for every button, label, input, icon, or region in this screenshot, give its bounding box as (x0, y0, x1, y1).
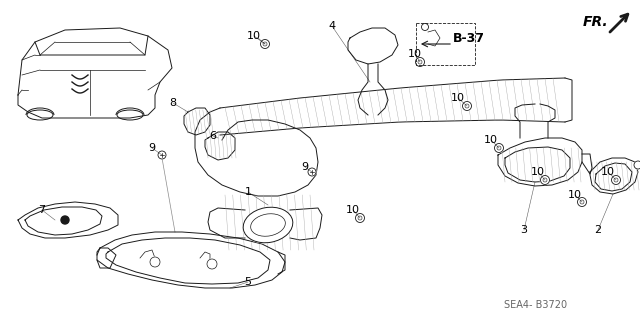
Text: B-37: B-37 (453, 32, 485, 44)
Circle shape (611, 175, 621, 184)
Text: 8: 8 (170, 98, 177, 108)
Ellipse shape (243, 207, 293, 243)
Text: 1: 1 (244, 187, 252, 197)
Circle shape (634, 161, 640, 169)
Circle shape (260, 40, 269, 48)
Text: 10: 10 (601, 167, 615, 177)
Text: 10: 10 (408, 49, 422, 59)
Text: 9: 9 (301, 162, 308, 172)
Circle shape (422, 24, 429, 31)
Text: 2: 2 (595, 225, 602, 235)
Text: 10: 10 (531, 167, 545, 177)
Circle shape (150, 257, 160, 267)
Circle shape (541, 175, 550, 184)
Circle shape (463, 101, 472, 110)
Text: 10: 10 (346, 205, 360, 215)
Text: 10: 10 (568, 190, 582, 200)
Circle shape (415, 57, 424, 66)
Circle shape (355, 213, 365, 222)
Text: FR.: FR. (583, 15, 609, 29)
Text: 10: 10 (484, 135, 498, 145)
Circle shape (308, 168, 316, 176)
Text: 3: 3 (520, 225, 527, 235)
Text: 6: 6 (209, 131, 216, 141)
Text: 7: 7 (38, 205, 45, 215)
Circle shape (158, 151, 166, 159)
Text: 9: 9 (148, 143, 156, 153)
Text: SEA4- B3720: SEA4- B3720 (504, 300, 568, 310)
Text: 5: 5 (244, 277, 252, 287)
Text: 10: 10 (247, 31, 261, 41)
Text: 4: 4 (328, 21, 335, 31)
Text: 10: 10 (451, 93, 465, 103)
Circle shape (577, 197, 586, 206)
Circle shape (207, 259, 217, 269)
Circle shape (61, 216, 69, 224)
Circle shape (495, 144, 504, 152)
